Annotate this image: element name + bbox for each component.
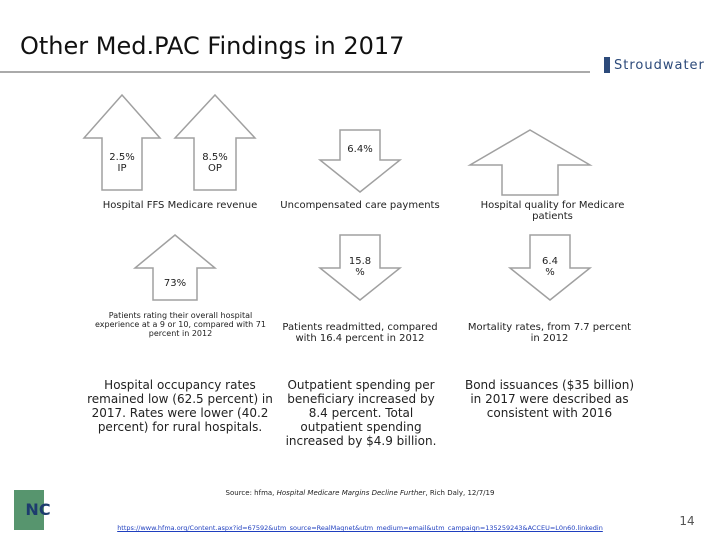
title: Other Med.PAC Findings in 2017: [20, 32, 405, 60]
arrow-label: 15.8 %: [348, 256, 372, 278]
source-prefix: Source: hfma,: [225, 489, 277, 497]
up-arrow: [132, 234, 218, 301]
caption: Patients readmitted, compared with 16.4 …: [282, 322, 438, 344]
caption: Uncompensated care payments: [280, 200, 440, 211]
source-link[interactable]: https://www.hfma.org/Content.aspx?id=675…: [117, 524, 603, 532]
caption: Hospital quality for Medicare patients: [480, 200, 625, 222]
down-arrow: [317, 129, 403, 193]
nc-logo-mark: [14, 490, 44, 530]
arrow-label: 8.5% OP: [202, 152, 228, 174]
logo-text: Stroudwater: [614, 58, 705, 73]
arrow-label: 2.5% IP: [109, 152, 135, 174]
arrow-label: 6.4 %: [542, 256, 558, 278]
down-arrow: [317, 234, 403, 301]
up-arrow: [82, 93, 162, 191]
down-arrow: [507, 234, 593, 301]
up-arrow: [467, 129, 593, 196]
source-title: Hospital Medicare Margins Decline Furthe…: [276, 489, 426, 497]
logo-icon: [604, 57, 610, 73]
arrow-label: 73%: [163, 278, 187, 289]
nc-logo: NC: [25, 500, 51, 519]
caption: Patients rating their overall hospital e…: [95, 311, 266, 338]
note: Bond issuances ($35 billion) in 2017 wer…: [464, 378, 635, 420]
caption: Hospital FFS Medicare revenue: [102, 200, 258, 211]
page-number: 14: [679, 514, 695, 528]
source: Source: hfma, Hospital Medicare Margins …: [80, 489, 640, 497]
note: Hospital occupancy rates remained low (6…: [87, 378, 273, 434]
source-suffix: , Rich Daly, 12/7/19: [425, 489, 495, 497]
caption: Mortality rates, from 7.7 percent in 201…: [467, 322, 632, 344]
up-arrow: [173, 93, 257, 191]
arrow-label: 6.4%: [347, 144, 373, 155]
note: Outpatient spending per beneficiary incr…: [285, 378, 437, 448]
